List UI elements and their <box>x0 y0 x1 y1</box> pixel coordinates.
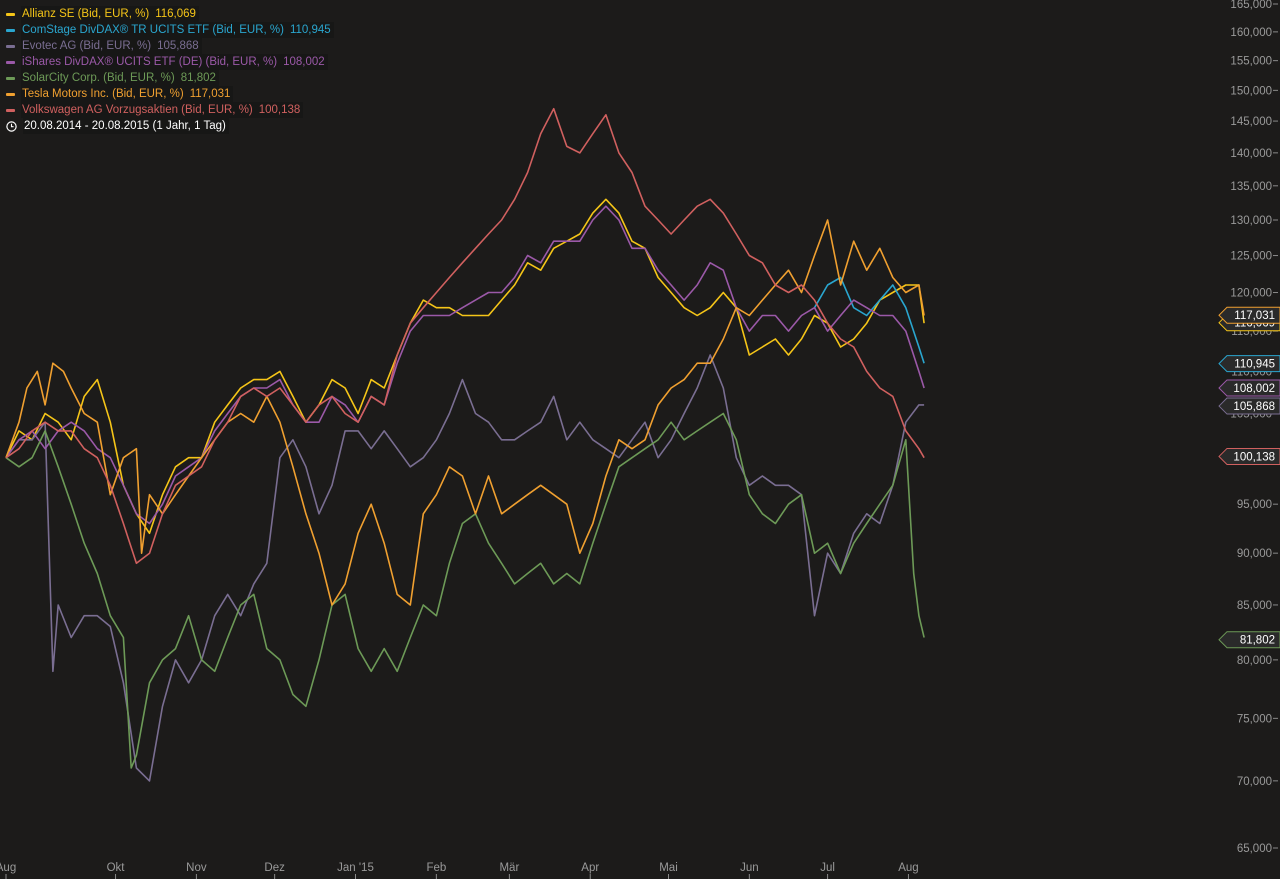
legend-label: Volkswagen AG Vorzugsaktien (Bid, EUR, %… <box>22 104 253 116</box>
y-axis: 65,000 70,000 75,000 80,000 85,000 90,000 95,0… <box>1230 0 1278 855</box>
badge-value: 108,002 <box>1233 383 1275 395</box>
y-tick-label: 155,000 <box>1230 56 1272 68</box>
x-tick-label: Mai <box>659 862 678 874</box>
legend-label: ComStage DivDAX® TR UCITS ETF (Bid, EUR,… <box>22 24 284 36</box>
badge-value: 110,945 <box>1234 359 1275 371</box>
series-line-tesla-motors-inc <box>5 219 925 606</box>
badge-shape <box>1218 306 1280 324</box>
y-tick-label: 75,000 <box>1237 713 1272 725</box>
period-label: 20.08.2014 - 20.08.2015 (1 Jahr, 1 Tag) <box>23 118 229 134</box>
legend-item-evotec[interactable]: Evotec AG (Bid, EUR, %) 105,868 <box>6 38 334 54</box>
legend: Allianz SE (Bid, EUR, %) 116,069 ComStage… <box>6 6 334 134</box>
y-tick-label: 150,000 <box>1230 85 1272 97</box>
legend-value: 81,802 <box>180 72 216 84</box>
legend-value: 100,138 <box>258 104 301 116</box>
y-tick-label: 160,000 <box>1230 27 1272 39</box>
legend-item-solarcity[interactable]: SolarCity Corp. (Bid, EUR, %) 81,802 <box>6 70 334 86</box>
legend-value: 105,868 <box>157 40 199 52</box>
y-tick-label: 165,000 <box>1230 0 1272 11</box>
y-tick-label: 130,000 <box>1230 215 1272 227</box>
legend-item-comstage[interactable]: ComStage DivDAX® TR UCITS ETF (Bid, EUR,… <box>6 22 334 38</box>
last-value-badges: 116,069110,945105,868108,00281,802117,03… <box>1218 306 1280 649</box>
series-line-allianz-se <box>5 198 925 535</box>
x-tick-label: Dez <box>264 862 285 874</box>
x-tick-label: Jun <box>740 862 759 874</box>
last-value-badge: 110,945 <box>1218 355 1280 373</box>
legend-swatch <box>6 44 15 48</box>
last-value-badge: 100,138 <box>1218 447 1280 465</box>
legend-label: Allianz SE (Bid, EUR, %) <box>22 8 150 20</box>
legend-item-ishares[interactable]: iShares DivDAX® UCITS ETF (DE) (Bid, EUR… <box>6 54 334 70</box>
last-value-badge: 117,031 <box>1218 306 1280 324</box>
last-value-badge: 81,802 <box>1218 631 1280 649</box>
legend-swatch <box>6 12 15 16</box>
badge-shape <box>1218 631 1280 649</box>
legend-label: SolarCity Corp. (Bid, EUR, %) <box>22 72 175 84</box>
legend-value: 116,069 <box>155 8 196 20</box>
badge-value: 100,138 <box>1233 451 1275 463</box>
series-line-volkswagen-ag-vorzugsaktien <box>5 107 925 565</box>
x-tick-label: Okt <box>107 862 126 874</box>
series-line-evotec-ag <box>5 354 925 782</box>
legend-item-allianz[interactable]: Allianz SE (Bid, EUR, %) 116,069 <box>6 6 334 22</box>
last-value-badge: 108,002 <box>1218 379 1280 397</box>
badge-shape <box>1218 397 1280 415</box>
badge-shape <box>1218 379 1280 397</box>
x-tick-label: Jul <box>820 862 835 874</box>
y-tick-label: 140,000 <box>1230 148 1272 160</box>
series-layer <box>5 107 925 782</box>
x-tick-label: Aug <box>0 862 16 874</box>
legend-swatch <box>6 92 15 96</box>
legend-swatch <box>6 76 15 80</box>
y-tick-label: 90,000 <box>1237 548 1272 560</box>
x-tick-label: Apr <box>581 862 599 874</box>
legend-label: Evotec AG (Bid, EUR, %) <box>22 40 152 52</box>
badge-value: 117,031 <box>1234 310 1275 322</box>
series-line-solarcity-corp <box>5 412 925 769</box>
y-tick-label: 120,000 <box>1230 288 1272 300</box>
x-axis: Aug Okt Nov Dez Jan '15 Feb Mär Apr Mai Jun Jul Aug <box>0 862 919 879</box>
x-tick-label: Aug <box>898 862 918 874</box>
x-tick-label: Feb <box>426 862 446 874</box>
legend-label: Tesla Motors Inc. (Bid, EUR, %) <box>22 88 184 100</box>
clock-icon <box>6 120 17 132</box>
y-tick-label: 135,000 <box>1230 181 1272 193</box>
legend-item-tesla[interactable]: Tesla Motors Inc. (Bid, EUR, %) 117,031 <box>6 86 334 102</box>
badge-value: 105,868 <box>1233 401 1275 413</box>
badge-shape <box>1218 355 1280 373</box>
legend-item-volkswagen[interactable]: Volkswagen AG Vorzugsaktien (Bid, EUR, %… <box>6 102 334 118</box>
x-tick-label: Nov <box>186 862 207 874</box>
series-line-comstage-divdax-tr-ucits-etf <box>813 276 925 364</box>
legend-value: 108,002 <box>283 56 325 68</box>
legend-label: iShares DivDAX® UCITS ETF (DE) (Bid, EUR… <box>22 56 278 68</box>
y-tick-label: 70,000 <box>1237 776 1272 788</box>
y-tick-label: 95,000 <box>1237 499 1272 511</box>
y-tick-label: 145,000 <box>1230 116 1272 128</box>
badge-shape <box>1218 447 1280 465</box>
period-range[interactable]: 20.08.2014 - 20.08.2015 (1 Jahr, 1 Tag) <box>6 118 334 134</box>
legend-value: 110,945 <box>289 24 331 36</box>
y-tick-label: 80,000 <box>1237 655 1272 667</box>
x-tick-label: Mär <box>499 862 519 874</box>
series-line-ishares-divdax-ucits-etf-de <box>5 205 925 525</box>
y-tick-label: 125,000 <box>1230 251 1272 263</box>
legend-value: 117,031 <box>189 88 231 100</box>
legend-swatch <box>6 108 15 112</box>
x-tick-label: Jan '15 <box>337 862 374 874</box>
y-tick-label: 85,000 <box>1237 600 1272 612</box>
legend-swatch <box>6 28 15 32</box>
last-value-badge: 105,868 <box>1218 397 1280 415</box>
badge-value: 81,802 <box>1240 635 1275 647</box>
legend-swatch <box>6 60 15 64</box>
y-tick-label: 65,000 <box>1237 843 1272 855</box>
